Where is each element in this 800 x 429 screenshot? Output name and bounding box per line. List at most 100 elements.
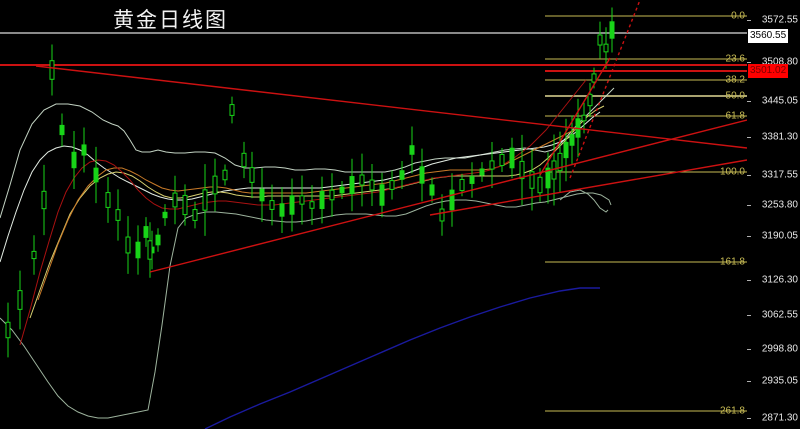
candle-body — [309, 201, 315, 209]
candle-body — [202, 189, 208, 211]
trendline — [569, 0, 641, 179]
candle-body — [479, 168, 485, 176]
price-tick-label: 3253.80 — [761, 199, 798, 211]
candle-body — [17, 290, 23, 310]
candle-body — [259, 188, 265, 202]
price-tick-mark — [747, 62, 751, 63]
candle-body — [299, 195, 305, 205]
price-tick-label: 2998.80 — [761, 343, 798, 355]
price-tick-label: 3572.55 — [761, 14, 798, 26]
candle-body — [419, 166, 425, 184]
price-tick-label: 2871.30 — [761, 412, 798, 424]
candle-body — [41, 190, 47, 210]
candle-body — [147, 240, 153, 260]
price-tick-mark — [747, 381, 751, 382]
price-tick-label: 3381.30 — [761, 131, 798, 143]
price-tick-mark — [747, 137, 751, 138]
candle-body — [162, 211, 168, 219]
red-level-lines — [0, 64, 747, 72]
fibonacci-lines — [545, 15, 747, 412]
price-tick-label: 3317.55 — [761, 169, 798, 181]
alert-price-tag[interactable]: 3501.02 — [748, 64, 789, 78]
candle-body — [563, 141, 569, 159]
price-tick-mark — [747, 315, 751, 316]
candle-body — [529, 171, 535, 189]
candle-body — [135, 241, 141, 259]
fibonacci-label: 61.8 — [725, 110, 745, 122]
price-tick-label: 3126.30 — [761, 274, 798, 286]
candle-body — [349, 176, 355, 194]
price-tick-mark — [747, 20, 751, 21]
candle-body — [489, 160, 495, 170]
candle-body — [229, 104, 235, 116]
candle-body — [212, 175, 218, 195]
trendline — [539, 57, 611, 176]
candle-body — [439, 208, 445, 222]
candle-body — [499, 153, 505, 167]
chart-plot-area[interactable] — [0, 0, 747, 429]
candle-body — [289, 195, 295, 215]
candle-body — [59, 124, 65, 136]
candle-body — [519, 160, 525, 180]
price-tick-mark — [747, 236, 751, 237]
candle-body — [469, 176, 475, 184]
candle-body — [279, 203, 285, 217]
candle-body — [597, 34, 603, 46]
candle-body — [49, 60, 55, 80]
price-tick-mark — [747, 280, 751, 281]
candle-body — [389, 180, 395, 190]
candle-body — [409, 145, 415, 155]
candle-body — [105, 192, 111, 208]
trendline — [429, 159, 747, 216]
last-price-tag[interactable]: 3560.55 — [748, 29, 789, 43]
fibonacci-label: 161.8 — [719, 256, 745, 268]
price-tick-mark — [747, 205, 751, 206]
ma-white-line — [0, 111, 601, 263]
price-tick-mark — [747, 418, 751, 419]
candle-body — [31, 250, 37, 260]
price-axis[interactable]: 3572.55 3508.80 3445.05 3381.30 3317.55 3253.… — [747, 0, 800, 429]
trendline — [149, 119, 747, 273]
indicator-curves — [0, 79, 615, 429]
candle-body — [399, 170, 405, 180]
fibonacci-label: 50.0 — [725, 90, 745, 102]
candle-body — [319, 190, 325, 210]
price-tick-label: 3062.55 — [761, 309, 798, 321]
candle-body — [249, 167, 255, 183]
trendline — [35, 65, 747, 149]
fibonacci-label: 261.8 — [719, 405, 745, 417]
candle-body — [5, 321, 11, 339]
candle-body — [509, 147, 515, 169]
fibonacci-label: 38.2 — [725, 74, 745, 86]
price-tick-label: 3445.05 — [761, 95, 798, 107]
candle-body — [369, 179, 375, 191]
bollinger-lower-line — [0, 192, 612, 419]
candle-body — [545, 167, 551, 189]
candle-body — [379, 184, 385, 206]
post-rally-decline-line — [559, 189, 609, 213]
candle-body — [125, 236, 131, 254]
candle-body — [93, 167, 99, 183]
candle-body — [591, 73, 597, 83]
candle-body — [339, 186, 345, 194]
price-tick-label: 2935.05 — [761, 375, 798, 387]
candle-body — [269, 200, 275, 210]
fibonacci-label: 100.0 — [719, 166, 745, 178]
candle-body — [172, 192, 178, 208]
chart-canvas — [0, 0, 747, 429]
price-tick-mark — [747, 101, 751, 102]
candle-body — [609, 21, 615, 39]
candle-body — [569, 134, 575, 146]
candle-body — [429, 184, 435, 196]
candle-body — [143, 226, 149, 238]
candle-body — [587, 93, 593, 107]
price-tick-mark — [747, 175, 751, 176]
candle-body — [81, 144, 87, 156]
price-tick-label: 3508.80 — [761, 56, 798, 68]
candle-body — [603, 43, 609, 53]
price-tick-label: 3190.05 — [761, 230, 798, 242]
candle-body — [557, 152, 563, 172]
candle-body — [115, 209, 121, 221]
candle-body — [459, 178, 465, 192]
